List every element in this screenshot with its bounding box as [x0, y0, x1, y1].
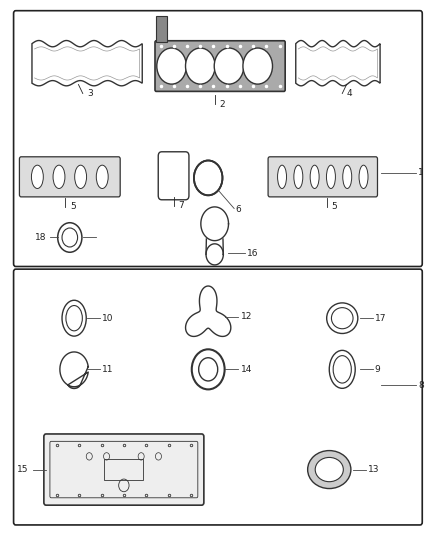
Ellipse shape [333, 356, 351, 383]
Ellipse shape [343, 165, 352, 189]
Circle shape [214, 48, 244, 84]
Text: 3: 3 [87, 89, 93, 98]
Text: 16: 16 [247, 249, 258, 258]
Text: 6: 6 [235, 205, 241, 214]
Circle shape [243, 48, 272, 84]
FancyBboxPatch shape [19, 157, 120, 197]
Text: 11: 11 [102, 365, 114, 374]
Text: 5: 5 [70, 203, 76, 212]
Text: 10: 10 [102, 314, 114, 322]
Text: 18: 18 [35, 233, 46, 242]
Ellipse shape [315, 457, 343, 482]
Bar [104, 459, 143, 480]
FancyBboxPatch shape [44, 434, 204, 505]
Ellipse shape [74, 165, 87, 189]
Polygon shape [32, 41, 142, 86]
Text: 5: 5 [332, 203, 337, 212]
Text: 7: 7 [178, 201, 184, 211]
Circle shape [199, 358, 218, 381]
Text: 14: 14 [240, 365, 252, 374]
Polygon shape [296, 41, 380, 86]
Circle shape [200, 167, 217, 188]
FancyBboxPatch shape [155, 41, 285, 91]
Text: 2: 2 [219, 100, 225, 109]
Text: 12: 12 [240, 312, 252, 321]
FancyBboxPatch shape [268, 157, 378, 197]
Ellipse shape [66, 305, 82, 331]
Circle shape [186, 48, 215, 84]
Ellipse shape [278, 165, 286, 189]
Text: 17: 17 [374, 314, 386, 322]
Circle shape [62, 228, 78, 247]
Ellipse shape [310, 165, 319, 189]
Text: 13: 13 [368, 465, 380, 474]
Text: 15: 15 [17, 465, 29, 474]
Ellipse shape [32, 165, 43, 189]
Ellipse shape [326, 165, 336, 189]
Circle shape [157, 48, 187, 84]
Ellipse shape [332, 308, 353, 329]
Ellipse shape [307, 450, 351, 489]
Bar [156, 16, 167, 42]
Ellipse shape [294, 165, 303, 189]
Ellipse shape [96, 165, 108, 189]
Text: 4: 4 [346, 89, 352, 98]
Text: 8: 8 [418, 381, 424, 390]
Ellipse shape [53, 165, 65, 189]
Ellipse shape [359, 165, 368, 189]
Text: 9: 9 [374, 365, 381, 374]
Text: 1: 1 [418, 168, 424, 177]
